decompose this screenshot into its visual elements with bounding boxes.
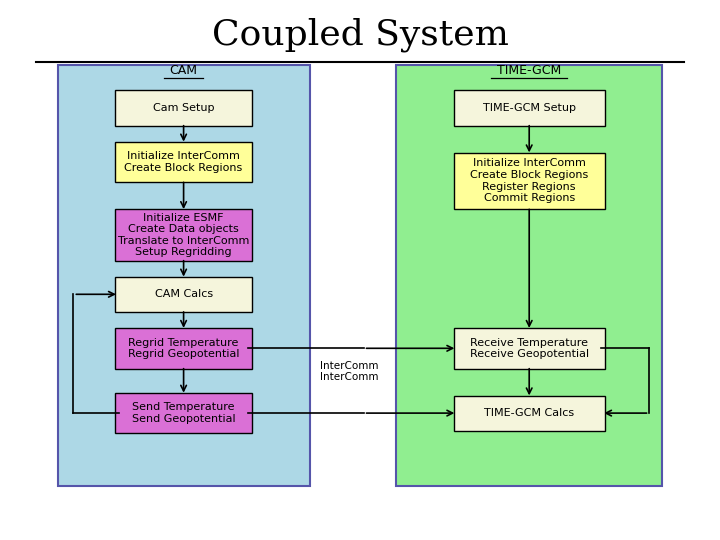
FancyBboxPatch shape [115, 90, 252, 125]
FancyBboxPatch shape [454, 90, 605, 125]
Text: CAM: CAM [170, 64, 197, 77]
Text: Send Temperature
Send Geopotential: Send Temperature Send Geopotential [132, 402, 235, 424]
Text: Initialize ESMF
Create Data objects
Translate to InterComm
Setup Regridding: Initialize ESMF Create Data objects Tran… [118, 213, 249, 257]
Text: InterComm: InterComm [320, 361, 379, 371]
FancyBboxPatch shape [115, 210, 252, 261]
Text: Coupled System: Coupled System [212, 18, 508, 52]
FancyBboxPatch shape [115, 276, 252, 312]
Text: TIME-GCM Setup: TIME-GCM Setup [482, 103, 576, 113]
FancyBboxPatch shape [396, 65, 662, 486]
Text: Cam Setup: Cam Setup [153, 103, 215, 113]
Text: Initialize InterComm
Create Block Regions: Initialize InterComm Create Block Region… [125, 151, 243, 173]
Text: TIME-GCM Calcs: TIME-GCM Calcs [484, 408, 575, 418]
FancyBboxPatch shape [454, 395, 605, 431]
Text: InterComm: InterComm [320, 372, 379, 382]
Text: TIME-GCM: TIME-GCM [497, 64, 562, 77]
FancyBboxPatch shape [454, 328, 605, 368]
FancyBboxPatch shape [115, 393, 252, 433]
FancyBboxPatch shape [115, 142, 252, 183]
Text: Receive Temperature
Receive Geopotential: Receive Temperature Receive Geopotential [469, 338, 589, 359]
Text: Regrid Temperature
Regrid Geopotential: Regrid Temperature Regrid Geopotential [128, 338, 239, 359]
Text: Initialize InterComm
Create Block Regions
Register Regions
Commit Regions: Initialize InterComm Create Block Region… [470, 159, 588, 203]
FancyBboxPatch shape [115, 328, 252, 368]
FancyBboxPatch shape [58, 65, 310, 486]
FancyBboxPatch shape [454, 152, 605, 209]
Text: CAM Calcs: CAM Calcs [155, 289, 212, 299]
